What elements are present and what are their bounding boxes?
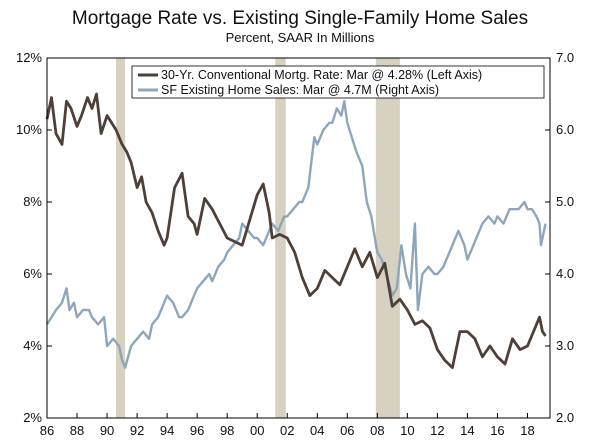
legend: 30-Yr. Conventional Mortg. Rate: Mar @ 4… bbox=[131, 65, 545, 99]
y-right-tick-label: 7.0 bbox=[556, 50, 574, 65]
x-axis: 86 88 90 92 94 96 98 00 02 04 06 08 10 12 14 16 18 bbox=[40, 413, 535, 438]
x-tick-label: 14 bbox=[460, 423, 474, 438]
y-right-tick-label: 5.0 bbox=[556, 194, 574, 209]
y-right-tick-label: 6.0 bbox=[556, 122, 574, 137]
x-tick-label: 12 bbox=[430, 423, 444, 438]
x-tick-label: 10 bbox=[400, 423, 414, 438]
x-tick-label: 18 bbox=[520, 423, 534, 438]
y-left-tick-label: 4% bbox=[23, 338, 42, 353]
chart-subtitle: Percent, SAAR In Millions bbox=[226, 30, 375, 45]
recession-band-1 bbox=[275, 58, 286, 418]
x-tick-label: 06 bbox=[340, 423, 354, 438]
recession-bands bbox=[116, 58, 400, 418]
x-tick-label: 94 bbox=[160, 423, 174, 438]
x-tick-label: 02 bbox=[280, 423, 294, 438]
x-tick-label: 98 bbox=[220, 423, 234, 438]
series-lines bbox=[45, 92, 547, 369]
y-left-tick-label: 2% bbox=[23, 410, 42, 425]
y-left-tick-label: 10% bbox=[16, 122, 42, 137]
x-tick-label: 16 bbox=[490, 423, 504, 438]
recession-band-0 bbox=[116, 58, 126, 418]
x-tick-label: 86 bbox=[40, 423, 54, 438]
legend-label-home-sales: SF Existing Home Sales: Mar @ 4.7M (Righ… bbox=[161, 83, 439, 97]
x-tick-label: 00 bbox=[250, 423, 264, 438]
series-line-home-sales bbox=[45, 100, 547, 369]
x-tick-label: 96 bbox=[190, 423, 204, 438]
recession-band-2 bbox=[375, 58, 400, 418]
chart-title: Mortgage Rate vs. Existing Single-Family… bbox=[72, 8, 528, 29]
y-right-tick-label: 2.0 bbox=[556, 410, 574, 425]
y-left-tick-label: 6% bbox=[23, 266, 42, 281]
x-tick-label: 90 bbox=[100, 423, 114, 438]
y-right-tick-label: 3.0 bbox=[556, 338, 574, 353]
x-tick-label: 04 bbox=[310, 423, 324, 438]
plot-frame bbox=[46, 57, 551, 419]
x-tick-label: 92 bbox=[130, 423, 144, 438]
x-tick-label: 88 bbox=[70, 423, 84, 438]
y-left-tick-label: 8% bbox=[23, 194, 42, 209]
y-right-tick-label: 4.0 bbox=[556, 266, 574, 281]
y-axis-left: 2% 4% 6% 8% 10% 12% bbox=[16, 50, 52, 425]
series-line-mortgage-rate bbox=[45, 92, 547, 369]
legend-label-mortgage-rate: 30-Yr. Conventional Mortg. Rate: Mar @ 4… bbox=[161, 68, 482, 82]
y-axis-right: 2.0 3.0 4.0 5.0 6.0 7.0 bbox=[545, 50, 574, 425]
legend-box bbox=[131, 65, 545, 99]
y-left-tick-label: 12% bbox=[16, 50, 42, 65]
x-tick-label: 08 bbox=[370, 423, 384, 438]
